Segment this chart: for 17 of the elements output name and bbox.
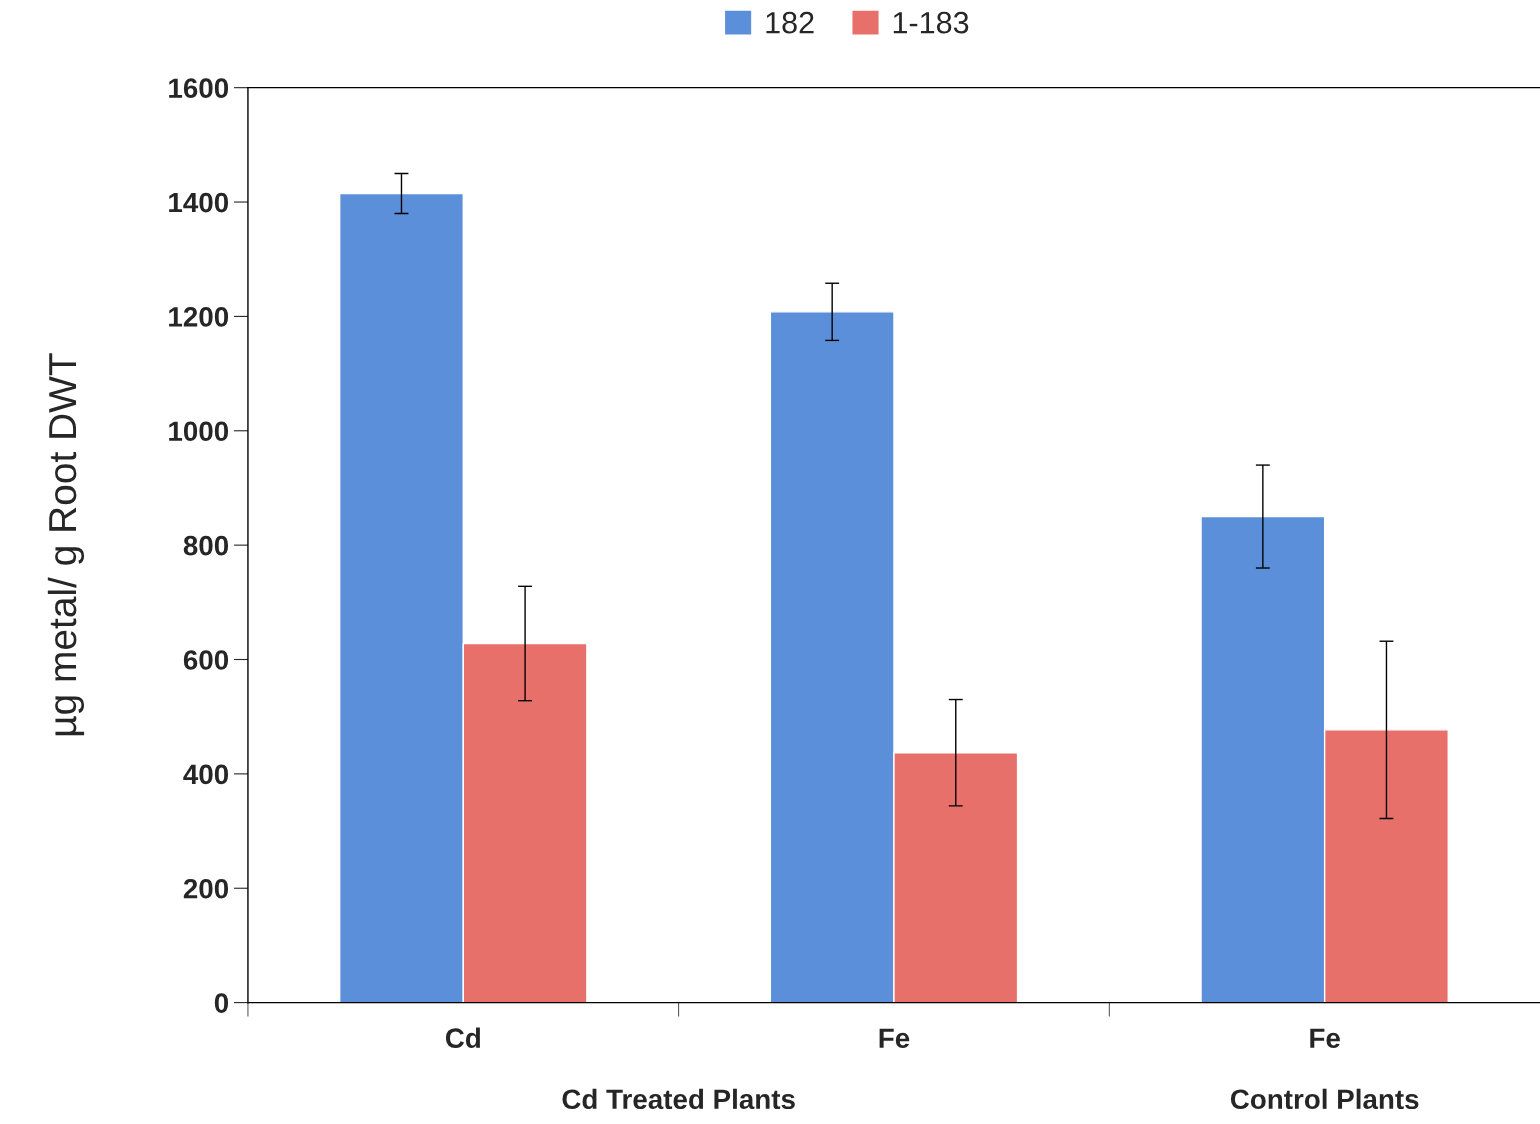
y-tick-label: 600: [183, 650, 229, 670]
y-tick-label: 1600: [169, 78, 229, 99]
y-tick-label: 1400: [169, 192, 229, 213]
y-tick-label: 1000: [169, 421, 229, 442]
text: Cd Treated Plants: [562, 1088, 795, 1110]
legend-label: 1-183: [893, 11, 969, 34]
y-tick-label: 800: [183, 535, 229, 556]
x-tick-label: Fe: [1310, 1028, 1340, 1049]
legend-label: 182: [766, 11, 814, 34]
x-tick-label: Cd: [445, 1027, 480, 1049]
y-tick-label: 0: [214, 993, 229, 1013]
y-axis-title: µg metal/ g Root DWT: [47, 353, 85, 736]
y-tick-label: 1200: [169, 307, 229, 327]
y-tick-label: 200: [183, 878, 229, 899]
text: Control Plants: [1230, 1088, 1419, 1110]
x-tick-label: Fe: [879, 1028, 910, 1049]
y-tick-label: 400: [183, 764, 229, 785]
